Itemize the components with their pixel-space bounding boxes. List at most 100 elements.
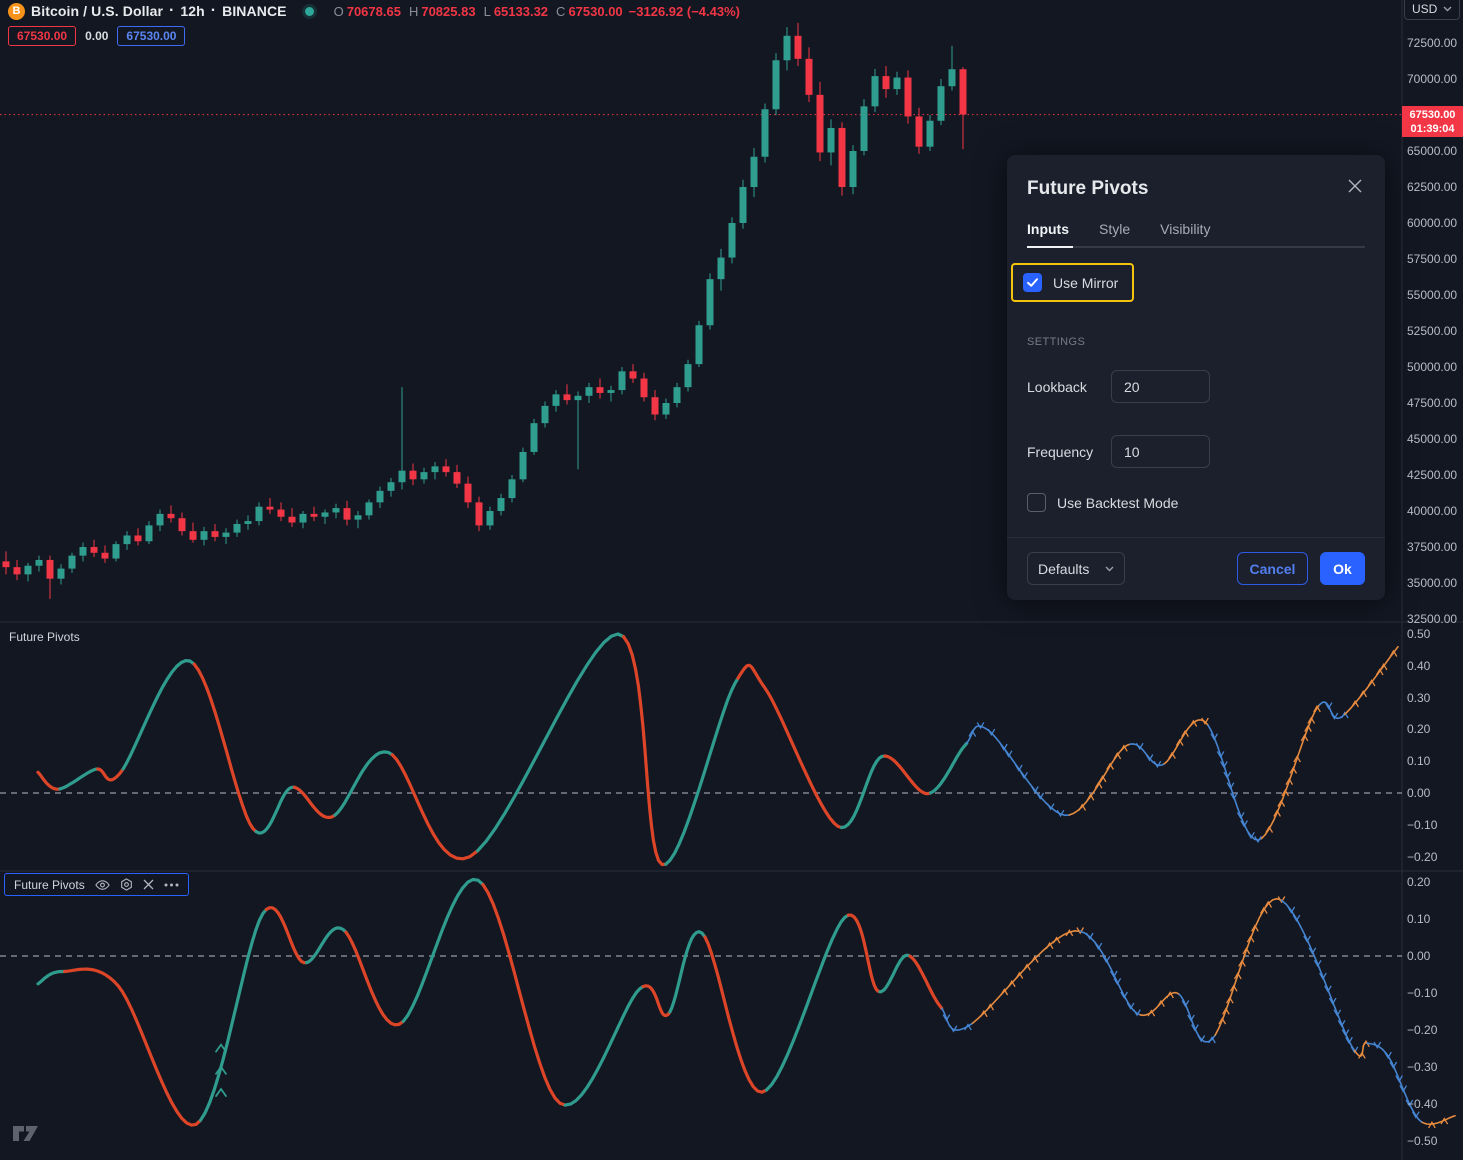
arrow-down-icon <box>1216 751 1225 759</box>
arrow-up-icon <box>1313 705 1321 713</box>
arrow-up-icon <box>1086 793 1095 801</box>
arrow-down-icon <box>1197 1035 1206 1043</box>
interval-label[interactable]: 12h <box>180 3 205 19</box>
candle-body <box>222 532 230 537</box>
pane2-indicator-title[interactable]: Future Pivots <box>14 877 85 892</box>
oscillator-segment <box>62 967 203 1127</box>
settings-icon[interactable] <box>120 878 133 891</box>
oscillator-segment <box>333 750 394 817</box>
oscillator-segment <box>292 785 337 820</box>
arrow-down-icon <box>1056 809 1065 818</box>
tab-style[interactable]: Style <box>1099 221 1131 237</box>
arrow-down-icon <box>1226 782 1235 790</box>
candle-body <box>343 508 351 520</box>
currency-selector[interactable]: USD <box>1404 0 1460 20</box>
oscillator-segment <box>641 984 672 1018</box>
oscillator-segment <box>390 753 480 861</box>
candle-body <box>530 423 538 452</box>
close-icon[interactable] <box>1345 176 1365 201</box>
arrow-down-icon <box>1120 991 1128 999</box>
candle-body <box>233 523 241 533</box>
low-label: L <box>483 3 491 19</box>
use-backtest-checkbox[interactable] <box>1027 493 1046 512</box>
price-tick: 57500.00 <box>1407 252 1458 266</box>
current-price: 67530.00 <box>1409 109 1456 121</box>
tab-inputs[interactable]: Inputs <box>1027 221 1069 237</box>
price-tick: −0.10 <box>1407 817 1438 832</box>
ok-button[interactable]: Ok <box>1320 552 1365 585</box>
arrow-up-icon <box>1030 955 1039 963</box>
tradingview-logo-icon[interactable] <box>12 1124 42 1143</box>
price-tick: 0.30 <box>1407 690 1431 705</box>
candle-body <box>354 515 362 520</box>
oscillator-segment <box>198 907 268 1122</box>
price-tick: 0.20 <box>1407 722 1431 737</box>
oscillator-segment <box>481 883 567 1107</box>
arrow-up-icon <box>1052 936 1061 944</box>
cancel-button[interactable]: Cancel <box>1237 552 1308 585</box>
use-mirror-highlight-box: Use Mirror <box>1011 263 1135 302</box>
candle-body <box>662 403 670 415</box>
arrow-up-icon <box>1147 1009 1156 1017</box>
arrow-down-icon <box>1014 764 1023 772</box>
candle-body <box>387 482 395 491</box>
defaults-dropdown[interactable]: Defaults <box>1027 552 1125 585</box>
candle-body <box>332 508 340 513</box>
arrow-up-icon <box>1440 1117 1449 1125</box>
candle-body <box>178 518 186 532</box>
arrow-down-icon <box>1133 1009 1141 1017</box>
price-tick: 50000.00 <box>1407 360 1458 374</box>
oscillator-segment <box>36 969 67 986</box>
chevron-down-icon <box>1105 566 1114 571</box>
arrow-down-icon <box>942 1014 951 1022</box>
indicator-value-row: 67530.00 0.00 67530.00 <box>8 26 186 46</box>
candle-body <box>827 127 835 153</box>
symbol-header: B Bitcoin / U.S. Dollar · 12h · BINANCE … <box>8 1 740 21</box>
candle-body <box>772 60 780 110</box>
separator-dot: · <box>169 2 175 19</box>
arrow-up-icon <box>1367 679 1376 687</box>
use-mirror-checkbox[interactable] <box>1023 273 1042 292</box>
price-tick: 45000.00 <box>1407 432 1458 446</box>
candle-body <box>585 387 593 396</box>
price-tick: 60000.00 <box>1407 216 1458 230</box>
pane2-indicator-legend[interactable]: Future Pivots <box>4 873 189 896</box>
more-options-icon[interactable] <box>164 883 179 887</box>
arrow-up-icon <box>1113 752 1122 760</box>
price-tick: 0.10 <box>1407 912 1431 926</box>
tab-visibility[interactable]: Visibility <box>1160 221 1211 237</box>
arrow-down-icon <box>1201 717 1209 725</box>
candle-body <box>684 364 692 388</box>
candle-body <box>24 565 32 575</box>
oscillator-segment <box>1366 1042 1423 1124</box>
arrow-down-icon <box>1303 935 1311 943</box>
dialog-divider <box>1007 537 1385 538</box>
pane1-indicator-title[interactable]: Future Pivots <box>9 630 80 644</box>
oscillator-segment <box>264 906 309 965</box>
arrow-down-icon <box>1277 896 1286 904</box>
candle-body <box>838 127 846 187</box>
lookback-input[interactable] <box>1111 370 1210 403</box>
arrow-down-icon <box>1020 771 1028 780</box>
oscillator-segment <box>401 877 485 1023</box>
arrow-up-icon <box>1007 979 1016 988</box>
symbol-title[interactable]: Bitcoin / U.S. Dollar <box>31 3 164 19</box>
candle-body <box>849 151 857 187</box>
candle-body <box>816 94 824 153</box>
oscillator-segment <box>1129 743 1166 767</box>
remove-icon[interactable] <box>143 879 154 890</box>
eye-icon[interactable] <box>94 879 110 891</box>
price-tick: 72500.00 <box>1407 36 1458 50</box>
candle-body <box>882 76 890 90</box>
frequency-input[interactable] <box>1111 435 1210 468</box>
defaults-label: Defaults <box>1038 560 1090 577</box>
arrow-up-icon <box>1293 755 1301 763</box>
candle-body <box>552 394 560 406</box>
candle-body <box>420 472 428 480</box>
market-status-icon[interactable] <box>304 6 314 16</box>
candle-body <box>783 35 791 61</box>
price-tick: −0.20 <box>1407 1023 1438 1037</box>
indicator-settings-dialog: Future Pivots Inputs Style Visibility Us… <box>1007 155 1385 600</box>
